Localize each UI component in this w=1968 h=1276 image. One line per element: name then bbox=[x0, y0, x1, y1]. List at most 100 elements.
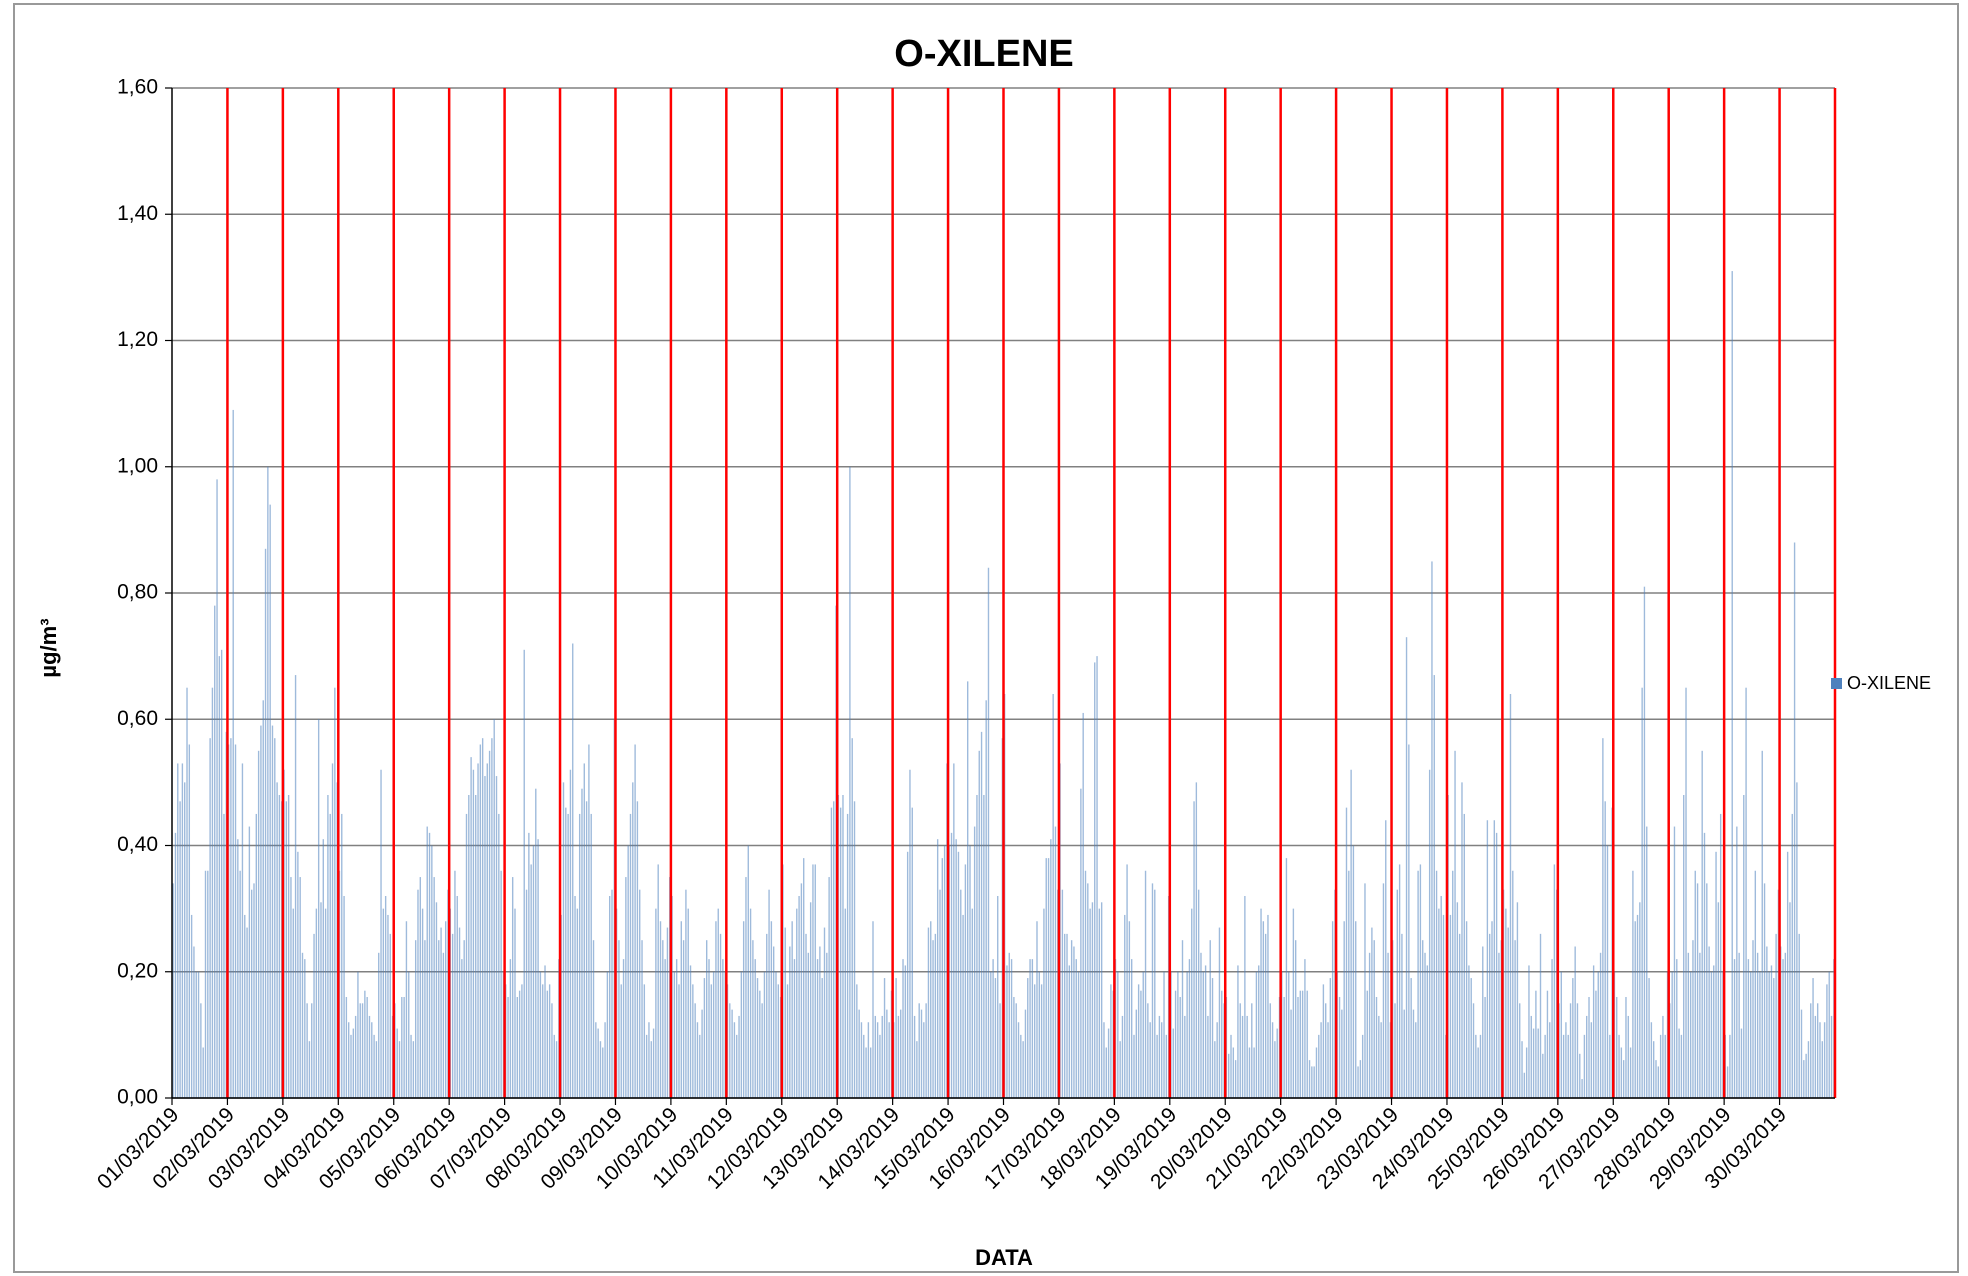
bar bbox=[1505, 908, 1507, 1098]
bar bbox=[1807, 1041, 1810, 1098]
bar bbox=[1710, 971, 1713, 1098]
bar bbox=[1745, 687, 1747, 1098]
bar bbox=[1475, 1034, 1477, 1098]
bar bbox=[955, 839, 957, 1098]
bar bbox=[172, 883, 174, 1098]
bar bbox=[345, 997, 348, 1098]
bar bbox=[218, 656, 221, 1098]
bar bbox=[849, 466, 851, 1098]
bar bbox=[1255, 971, 1258, 1098]
bar bbox=[900, 1009, 902, 1098]
bar bbox=[1590, 1022, 1593, 1098]
bar bbox=[1022, 1041, 1024, 1098]
bar bbox=[798, 896, 800, 1098]
bar bbox=[1525, 1047, 1528, 1098]
bar bbox=[419, 877, 421, 1098]
bar bbox=[858, 1009, 860, 1098]
bar bbox=[207, 870, 209, 1098]
bar bbox=[1204, 965, 1207, 1098]
bar bbox=[1024, 1009, 1027, 1098]
bar bbox=[329, 813, 331, 1098]
bar bbox=[555, 1041, 558, 1098]
bar bbox=[1812, 978, 1814, 1098]
bar bbox=[696, 1022, 699, 1098]
bar bbox=[708, 959, 710, 1098]
bar bbox=[548, 984, 551, 1098]
bar bbox=[1609, 1034, 1611, 1098]
bar bbox=[967, 681, 969, 1098]
bar bbox=[1449, 914, 1452, 1098]
bar bbox=[380, 769, 382, 1098]
bar bbox=[1750, 971, 1752, 1098]
bar bbox=[1050, 839, 1052, 1098]
bar bbox=[327, 795, 329, 1098]
bar bbox=[1077, 971, 1080, 1098]
bar bbox=[1542, 1053, 1544, 1098]
bar bbox=[1646, 826, 1648, 1098]
bar bbox=[717, 908, 719, 1098]
bars bbox=[172, 271, 1835, 1098]
bar bbox=[1361, 1034, 1364, 1098]
bar bbox=[1137, 984, 1140, 1098]
bar bbox=[361, 1003, 364, 1098]
bar bbox=[1618, 1034, 1620, 1098]
bar bbox=[1202, 971, 1204, 1098]
bar bbox=[1507, 927, 1509, 1098]
bar bbox=[911, 807, 913, 1098]
bar bbox=[269, 504, 271, 1098]
bar bbox=[659, 921, 662, 1098]
bar bbox=[1747, 959, 1750, 1098]
bar bbox=[816, 959, 819, 1098]
bar bbox=[262, 700, 264, 1098]
bar bbox=[320, 902, 322, 1098]
bar bbox=[1805, 1053, 1807, 1098]
bar bbox=[645, 1034, 648, 1098]
bar bbox=[1396, 889, 1399, 1098]
bar bbox=[1193, 801, 1195, 1098]
bar bbox=[465, 813, 468, 1098]
bar bbox=[1791, 813, 1793, 1098]
bar bbox=[611, 889, 613, 1098]
bar bbox=[1047, 858, 1050, 1098]
bar bbox=[1156, 1034, 1158, 1098]
bar bbox=[1422, 940, 1424, 1098]
bar bbox=[1553, 864, 1556, 1098]
bar bbox=[791, 921, 793, 1098]
bar bbox=[1315, 1047, 1318, 1098]
bar bbox=[421, 908, 424, 1098]
bar bbox=[643, 984, 646, 1098]
bar bbox=[290, 877, 292, 1098]
bar bbox=[1701, 750, 1703, 1098]
bar bbox=[1038, 971, 1040, 1098]
bar bbox=[1100, 902, 1103, 1098]
bar bbox=[606, 971, 609, 1098]
bar bbox=[1440, 896, 1442, 1098]
bar bbox=[1597, 971, 1599, 1098]
bar bbox=[567, 813, 569, 1098]
bar bbox=[1008, 952, 1010, 1098]
bar bbox=[712, 971, 715, 1098]
bar bbox=[1401, 933, 1403, 1098]
bar bbox=[546, 990, 549, 1098]
bar bbox=[197, 971, 200, 1098]
bar bbox=[368, 1015, 371, 1098]
bar bbox=[1382, 883, 1385, 1098]
bar bbox=[537, 839, 539, 1098]
bar bbox=[348, 1022, 350, 1098]
bar bbox=[742, 921, 745, 1098]
bar bbox=[846, 813, 849, 1098]
bar bbox=[232, 409, 234, 1098]
bar bbox=[472, 769, 475, 1098]
bar bbox=[1477, 1047, 1479, 1098]
bar bbox=[902, 959, 904, 1098]
bar bbox=[1549, 1022, 1551, 1098]
bar bbox=[1428, 769, 1431, 1098]
bar bbox=[193, 946, 195, 1098]
bar bbox=[1576, 1003, 1579, 1098]
bar bbox=[932, 940, 934, 1098]
bar bbox=[287, 795, 290, 1098]
bar bbox=[260, 725, 262, 1098]
bar bbox=[331, 763, 334, 1098]
bar bbox=[530, 864, 532, 1098]
bar bbox=[357, 971, 359, 1098]
